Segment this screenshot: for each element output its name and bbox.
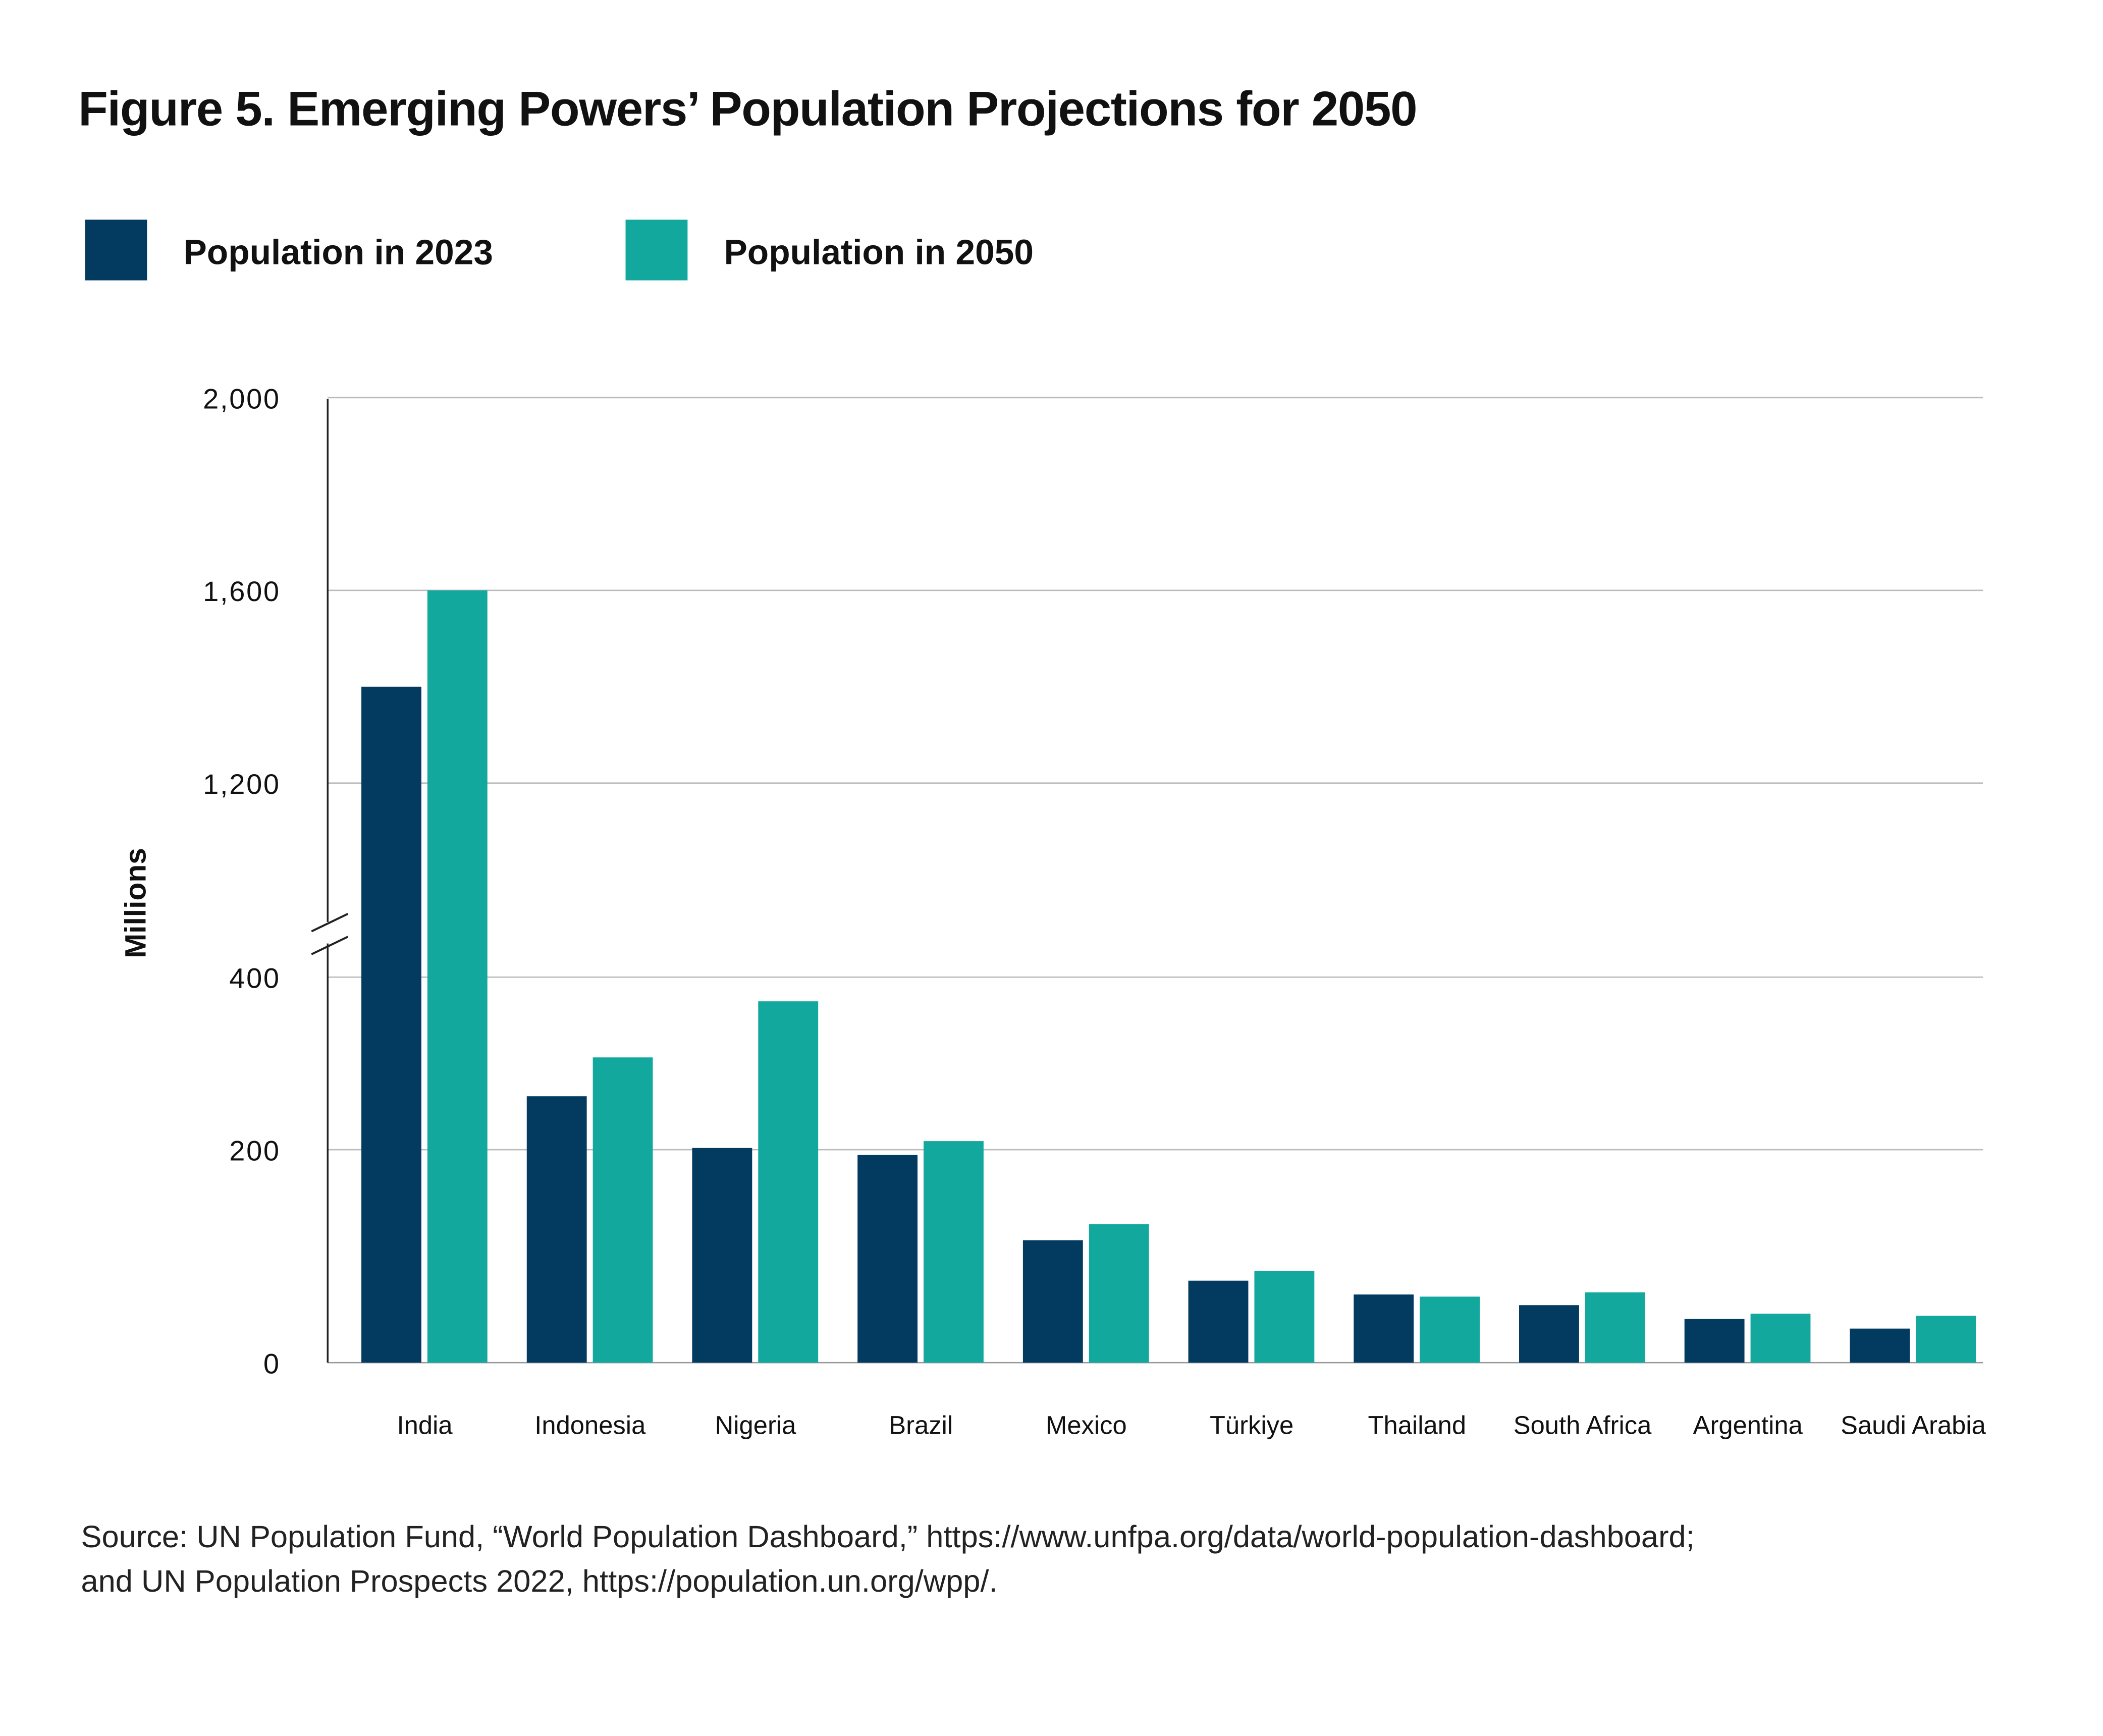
- y-tick-label: 2,000: [203, 383, 281, 414]
- bar-south-africa-2023: [1519, 1305, 1579, 1363]
- bar-thailand-2050: [1420, 1296, 1480, 1363]
- bar-indonesia-2050: [592, 1057, 653, 1363]
- y-tick-label: 0: [263, 1348, 281, 1380]
- x-category-label: Nigeria: [715, 1411, 797, 1440]
- x-category-label: Saudi Arabia: [1841, 1411, 1986, 1440]
- bar-nigeria-2023: [692, 1148, 752, 1363]
- bar-argentina-2050: [1750, 1314, 1811, 1363]
- bar-mexico-2050: [1089, 1224, 1149, 1363]
- bar-india-2050: [427, 590, 488, 1363]
- legend-label-2050: Population in 2050: [724, 232, 1033, 272]
- bar-mexico-2023: [1022, 1240, 1083, 1363]
- x-category-label: Brazil: [889, 1411, 953, 1440]
- chart-title: Figure 5. Emerging Powers’ Population Pr…: [78, 82, 1417, 136]
- legend-swatch-2023: [85, 220, 147, 281]
- bar-saudi-arabia-2023: [1850, 1328, 1910, 1363]
- y-tick-label: 1,600: [203, 575, 281, 607]
- bar-t-rkiye-2050: [1254, 1271, 1315, 1363]
- y-tick-label: 200: [229, 1135, 281, 1167]
- legend-swatch-2050: [625, 220, 688, 281]
- legend: Population in 2023 Population in 2050: [85, 220, 1034, 281]
- bar-indonesia-2023: [526, 1096, 587, 1363]
- x-category-label: South Africa: [1514, 1411, 1652, 1440]
- source-line-2: and UN Population Prospects 2022, https:…: [81, 1564, 998, 1599]
- bar-brazil-2023: [857, 1155, 918, 1363]
- bar-nigeria-2050: [758, 1001, 819, 1363]
- x-category-label: Thailand: [1368, 1411, 1467, 1440]
- y-tick-label: 400: [229, 962, 281, 994]
- x-category-label: Argentina: [1693, 1411, 1803, 1440]
- x-category-label: Mexico: [1046, 1411, 1127, 1440]
- y-axis-label: Millions: [120, 848, 152, 958]
- bar-brazil-2050: [924, 1141, 984, 1363]
- bar-south-africa-2050: [1585, 1292, 1645, 1363]
- legend-label-2023: Population in 2023: [184, 232, 493, 272]
- x-category-label: Indonesia: [534, 1411, 646, 1440]
- bar-argentina-2023: [1684, 1319, 1745, 1363]
- bar-t-rkiye-2023: [1188, 1280, 1249, 1363]
- bar-saudi-arabia-2050: [1916, 1316, 1976, 1363]
- x-category-label: Türkiye: [1210, 1411, 1293, 1440]
- y-tick-label: 1,200: [203, 768, 281, 800]
- bar-india-2023: [361, 686, 421, 1363]
- axis-break-icon: [311, 913, 349, 955]
- x-category-label: India: [397, 1411, 453, 1440]
- bar-thailand-2023: [1354, 1294, 1414, 1363]
- source-line-1: Source: UN Population Fund, “World Popul…: [81, 1520, 1695, 1554]
